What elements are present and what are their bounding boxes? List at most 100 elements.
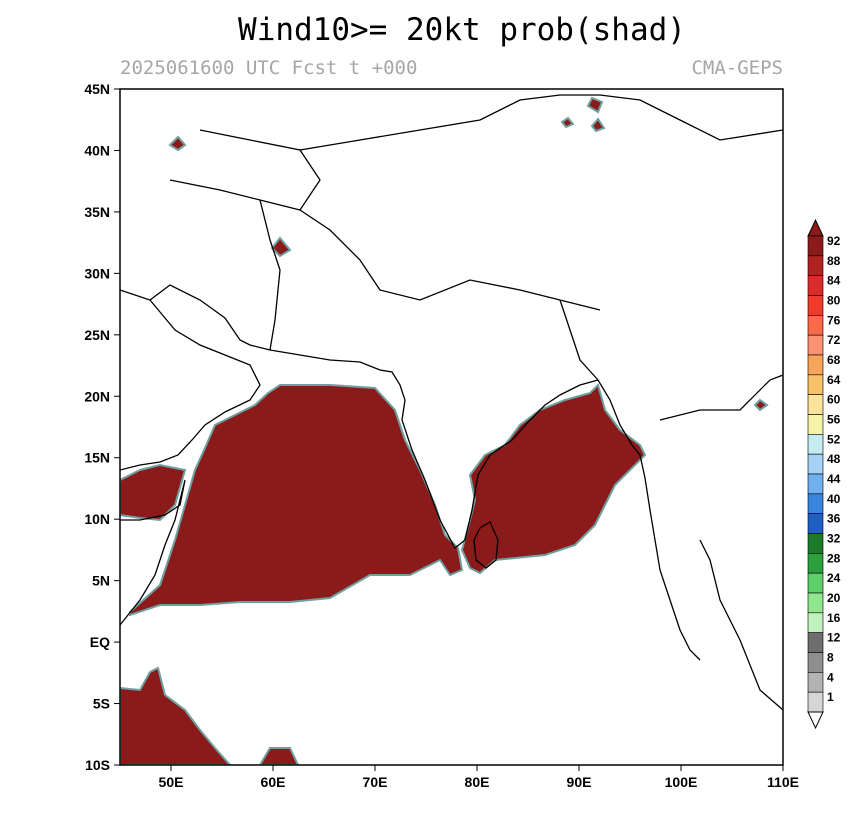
lat-tick-label: 35N	[84, 204, 110, 220]
map-title: Wind10>= 20kt prob(shad)	[238, 12, 686, 48]
shade-vietnam-patch	[753, 398, 769, 412]
coast-sri-lanka	[473, 521, 499, 569]
colorbar-swatch	[807, 572, 824, 594]
coast-myanmar	[597, 379, 701, 661]
lat-tick-label: 45N	[84, 81, 110, 97]
colorbar-swatch	[807, 394, 824, 415]
colorbar-label: 60	[827, 393, 841, 407]
lat-tick-label: EQ	[90, 634, 110, 650]
colorbar-label: 28	[827, 551, 841, 565]
colorbar: 9288848076726864605652484440363228242016…	[807, 218, 841, 730]
shade-tibet-patch-1	[586, 96, 604, 114]
model-name-label: CMA-GEPS	[691, 57, 783, 79]
colorbar-label: 80	[827, 294, 841, 308]
plot-frame	[119, 88, 784, 766]
shade-tibet-patch-2	[560, 116, 575, 129]
colorbar-label: 40	[827, 492, 841, 506]
border-iran-pak	[259, 199, 281, 351]
colorbar-label: 4	[827, 670, 834, 684]
colorbar-label: 36	[827, 512, 841, 526]
colorbar-swatch	[807, 334, 824, 356]
colorbar-label: 68	[827, 353, 841, 367]
shade-caspian-patch	[168, 135, 187, 152]
colorbar-swatch	[807, 374, 824, 395]
colorbar-swatch	[807, 592, 824, 614]
colorbar-label: 76	[827, 313, 841, 327]
shade-south-indian-ocean	[120, 666, 232, 765]
coastlines	[120, 94, 783, 711]
border-india-north	[299, 209, 601, 311]
lat-tick-label: 5N	[92, 573, 110, 589]
lat-tick-label: 25N	[84, 327, 110, 343]
border-china	[299, 94, 783, 151]
colorbar-swatch	[807, 434, 824, 455]
colorbar-label: 24	[827, 571, 841, 585]
border-central-asia	[169, 129, 321, 211]
colorbar-swatch	[807, 315, 824, 336]
coast-arabia	[120, 289, 261, 471]
lon-tick-label: 80E	[465, 774, 490, 790]
colorbar-label: 48	[827, 452, 841, 466]
lon-tick-label: 100E	[665, 774, 698, 790]
colorbar-swatch	[807, 652, 824, 673]
colorbar-swatch	[807, 612, 824, 633]
colorbar-swatch	[807, 295, 824, 316]
lat-tick-label: 30N	[84, 265, 110, 281]
colorbar-label: 92	[827, 234, 841, 248]
colorbar-label: 12	[827, 631, 841, 645]
colorbar-swatch	[807, 672, 824, 693]
shade-afghan-patch	[270, 236, 292, 258]
probability-shading	[120, 96, 769, 765]
latitude-axis: 45N 40N 35N 30N 25N 20N 15N 10N 5N EQ 5S 10S	[84, 81, 120, 773]
colorbar-swatch	[807, 493, 824, 514]
lon-tick-label: 50E	[159, 774, 184, 790]
lon-tick-label: 110E	[767, 774, 799, 790]
colorbar-label: 72	[827, 333, 841, 347]
forecast-time-label: 2025061600 UTC Fcst t +000	[120, 57, 418, 79]
colorbar-label: 32	[827, 532, 841, 546]
colorbar-label: 20	[827, 591, 841, 605]
shade-gulf-of-aden	[120, 463, 187, 522]
lon-tick-label: 70E	[363, 774, 388, 790]
colorbar-swatch	[807, 553, 824, 574]
colorbar-min-arrow	[807, 711, 824, 730]
colorbar-swatch	[807, 473, 824, 495]
lat-tick-label: 40N	[84, 142, 110, 158]
colorbar-max-arrow	[807, 218, 824, 237]
colorbar-swatch	[807, 354, 824, 376]
colorbar-label: 16	[827, 611, 841, 625]
colorbar-label: 44	[827, 472, 841, 486]
colorbar-swatch	[807, 414, 824, 435]
colorbar-label: 64	[827, 373, 841, 387]
colorbar-swatch	[807, 255, 824, 276]
coast-indochina	[659, 374, 783, 711]
colorbar-swatch	[807, 691, 824, 713]
colorbar-swatch	[807, 632, 824, 653]
colorbar-swatch	[807, 533, 824, 554]
colorbar-label: 52	[827, 432, 841, 446]
colorbar-swatch	[807, 453, 824, 475]
shade-bay-of-bengal	[460, 383, 647, 575]
shade-south-patch	[258, 747, 300, 765]
lon-tick-label: 60E	[261, 774, 286, 790]
lat-tick-label: 10N	[84, 511, 110, 527]
border-india-bangladesh	[559, 299, 599, 381]
lat-tick-label: 5S	[93, 696, 110, 712]
coast-pakistan-india	[269, 349, 599, 549]
lon-tick-label: 90E	[567, 774, 592, 790]
colorbar-swatch	[807, 275, 824, 296]
colorbar-label: 56	[827, 413, 841, 427]
colorbar-label: 8	[827, 651, 834, 665]
colorbar-swatch	[807, 235, 824, 257]
colorbar-swatch	[807, 513, 824, 534]
colorbar-label: 1	[827, 690, 834, 704]
colorbar-label: 84	[827, 274, 841, 288]
colorbar-label: 88	[827, 254, 841, 268]
longitude-axis: 50E 60E 70E 80E 90E 100E 110E	[159, 765, 799, 790]
shade-tibet-patch-3	[590, 117, 606, 133]
lat-tick-label: 15N	[84, 450, 110, 466]
lat-tick-label: 20N	[84, 388, 110, 404]
coast-somalia	[120, 479, 186, 626]
lat-tick-label: 10S	[85, 757, 110, 773]
